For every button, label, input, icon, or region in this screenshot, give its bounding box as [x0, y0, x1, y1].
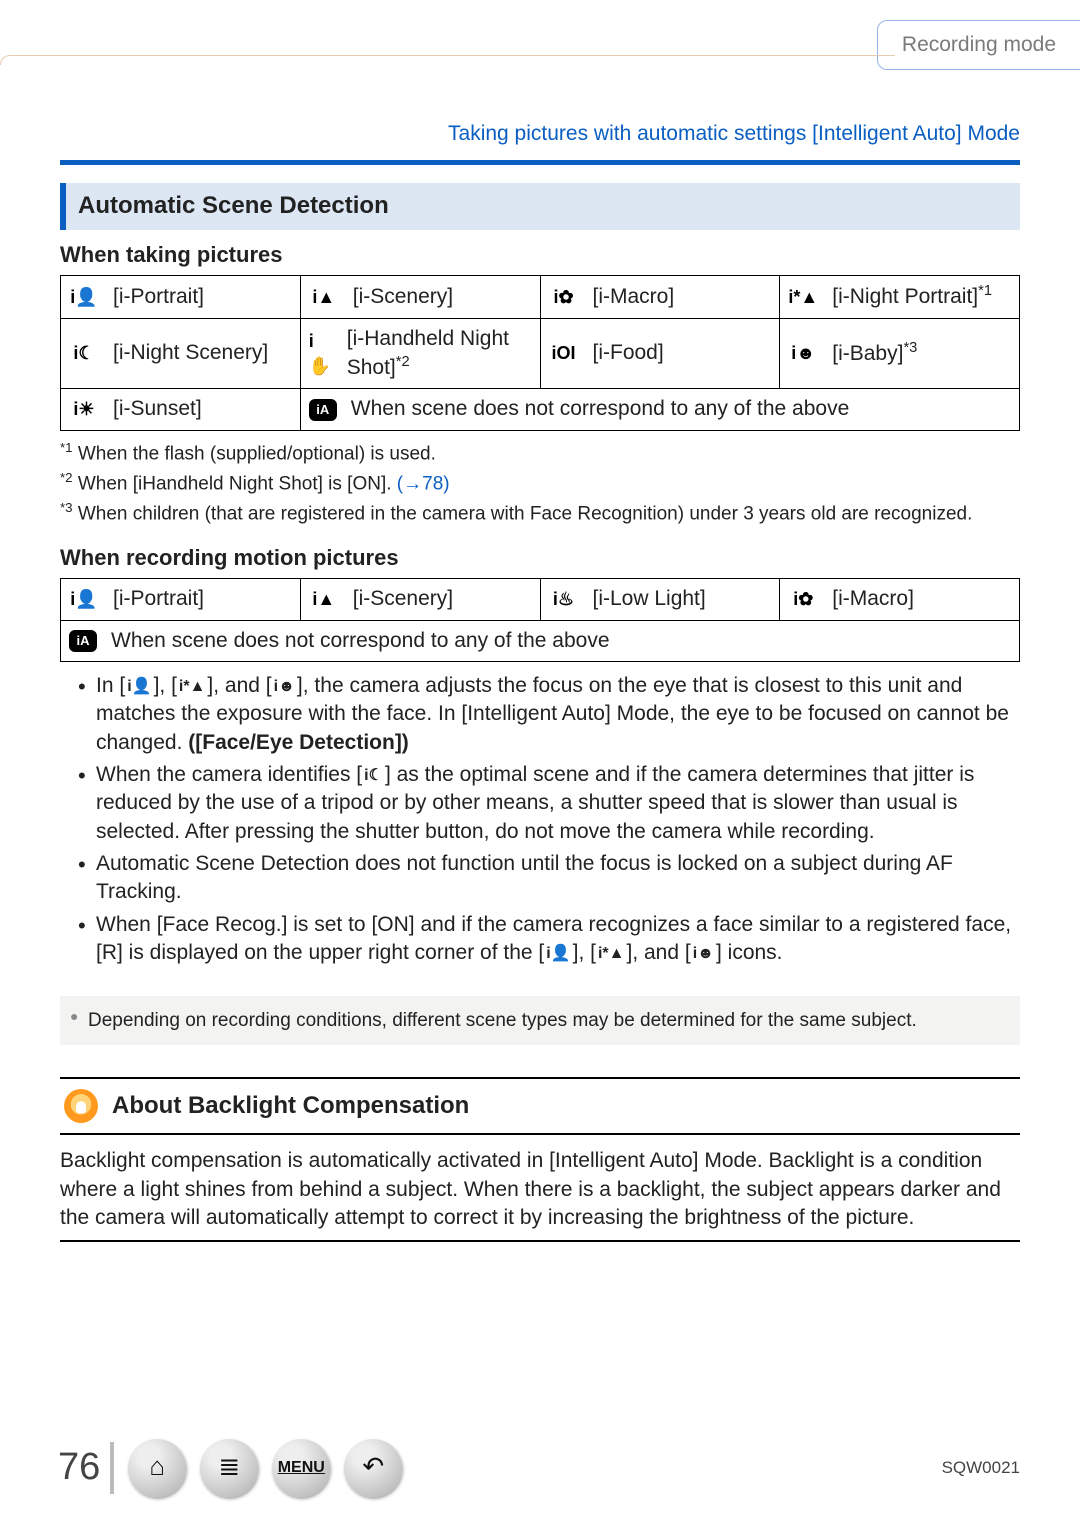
- tab-outline: [0, 55, 895, 65]
- table-cell: i♨ [i-Low Light]: [540, 579, 780, 620]
- footnote-2: When [iHandheld Night Shot] is [ON].: [78, 473, 397, 494]
- scene-label: [i-Scenery]: [353, 585, 453, 613]
- table-cell: i✿ [i-Macro]: [780, 579, 1020, 620]
- scene-label: [i-Scenery]: [353, 283, 453, 311]
- scene-label: [i-Macro]: [832, 585, 914, 613]
- table-cell: i▲ [i-Scenery]: [300, 579, 540, 620]
- night-portrait-icon: i*▲: [596, 943, 627, 965]
- baby-icon: i☻: [691, 943, 716, 965]
- scene-table-motion: i👤 [i-Portrait] i▲ [i-Scenery] i♨ [i-Low Ligh…: [60, 578, 1020, 662]
- scene-icon: i✿: [788, 588, 818, 612]
- table-cell: i☻ [i-Baby]*3: [780, 318, 1020, 389]
- night-scenery-icon: i☾: [362, 765, 385, 787]
- home-button[interactable]: ⌂: [128, 1439, 186, 1497]
- back-icon: ↶: [362, 1449, 384, 1484]
- scene-label: [i-Night Portrait]*1: [832, 282, 992, 311]
- portrait-icon: i👤: [125, 676, 153, 698]
- table-cell: iA When scene does not correspond to any …: [61, 620, 1020, 661]
- tip-icon: [64, 1089, 98, 1123]
- footer: 76 ⌂ ≣ MENU ↶ SQW0021: [58, 1439, 1020, 1497]
- home-icon: ⌂: [149, 1449, 165, 1484]
- scene-icon: i👤: [69, 285, 99, 309]
- note-box: Depending on recording conditions, diffe…: [60, 996, 1020, 1046]
- backlight-title: About Backlight Compensation: [112, 1090, 469, 1122]
- menu-button[interactable]: MENU: [272, 1439, 330, 1497]
- subhead-pictures: When taking pictures: [60, 240, 1020, 270]
- footnotes: *1 When the flash (supplied/optional) is…: [60, 439, 1020, 527]
- menu-label: MENU: [278, 1457, 325, 1479]
- list-item: Automatic Scene Detection does not funct…: [78, 850, 1020, 907]
- scene-label: [i-Low Light]: [593, 585, 706, 613]
- table-cell: i✋ [i-Handheld Night Shot]*2: [300, 318, 540, 389]
- subhead-motion: When recording motion pictures: [60, 543, 1020, 573]
- section-rule: [60, 160, 1020, 165]
- scene-icon: i▲: [309, 285, 339, 309]
- table-cell: iA When scene does not correspond to any …: [300, 389, 1019, 430]
- scene-icon: iΟI: [549, 342, 579, 366]
- scene-label: When scene does not correspond to any of…: [111, 627, 610, 655]
- scene-icon: i*▲: [788, 285, 818, 309]
- list-item: In [i👤], [i*▲], and [i☻], the camera adj…: [78, 672, 1020, 757]
- scene-icon: i✿: [549, 285, 579, 309]
- table-cell: i☀ [i-Sunset]: [61, 389, 301, 430]
- mode-tab: Recording mode: [877, 20, 1080, 70]
- backlight-heading: About Backlight Compensation: [60, 1079, 1020, 1135]
- notes-list: In [i👤], [i*▲], and [i☻], the camera adj…: [78, 672, 1020, 967]
- table-cell: i✿ [i-Macro]: [540, 276, 780, 318]
- document-id: SQW0021: [942, 1457, 1020, 1480]
- table-cell: i👤 [i-Portrait]: [61, 579, 301, 620]
- table-cell: iΟI [i-Food]: [540, 318, 780, 389]
- list-icon: ≣: [218, 1449, 240, 1484]
- backlight-paragraph: Backlight compensation is automatically …: [60, 1147, 1020, 1242]
- page-number: 76: [58, 1442, 114, 1493]
- night-portrait-icon: i*▲: [177, 676, 208, 698]
- scene-icon: i✋: [309, 342, 333, 366]
- footnote-3: When children (that are registered in th…: [78, 503, 973, 524]
- scene-label: [i-Portrait]: [113, 585, 204, 613]
- scene-label: [i-Macro]: [593, 283, 675, 311]
- ia-icon: iA: [69, 630, 97, 652]
- scene-label: [i-Portrait]: [113, 283, 204, 311]
- breadcrumb[interactable]: Taking pictures with automatic settings …: [60, 120, 1020, 148]
- scene-label: [i-Food]: [593, 339, 664, 367]
- ia-icon: iA: [309, 399, 337, 421]
- scene-icon: i👤: [69, 588, 99, 612]
- footnote-2-link[interactable]: (→78): [397, 473, 450, 494]
- portrait-icon: i👤: [544, 943, 572, 965]
- back-button[interactable]: ↶: [344, 1439, 402, 1497]
- scene-icon: i♨: [549, 588, 579, 612]
- scene-label: [i-Baby]*3: [832, 339, 917, 368]
- scene-icon: i☾: [69, 342, 99, 366]
- table-cell: i👤 [i-Portrait]: [61, 276, 301, 318]
- contents-button[interactable]: ≣: [200, 1439, 258, 1497]
- table-cell: i☾ [i-Night Scenery]: [61, 318, 301, 389]
- table-cell: i*▲ [i-Night Portrait]*1: [780, 276, 1020, 318]
- scene-label: [i-Handheld Night Shot]*2: [347, 325, 532, 383]
- scene-label: [i-Sunset]: [113, 395, 202, 423]
- scene-icon: i☻: [788, 342, 818, 366]
- baby-icon: i☻: [272, 676, 297, 698]
- scene-table-pictures: i👤 [i-Portrait] i▲ [i-Scenery] i✿ [i-Macro] i*…: [60, 275, 1020, 430]
- table-cell: i▲ [i-Scenery]: [300, 276, 540, 318]
- scene-label: When scene does not correspond to any of…: [351, 395, 850, 423]
- section-title: Automatic Scene Detection: [60, 183, 1020, 229]
- scene-label: [i-Night Scenery]: [113, 339, 268, 367]
- list-item: When [Face Recog.] is set to [ON] and if…: [78, 911, 1020, 968]
- page-content: Taking pictures with automatic settings …: [60, 120, 1020, 1242]
- footnote-1: When the flash (supplied/optional) is us…: [78, 443, 436, 464]
- scene-icon: i▲: [309, 588, 339, 612]
- list-item: When the camera identifies [i☾] as the o…: [78, 761, 1020, 846]
- scene-icon: i☀: [69, 398, 99, 422]
